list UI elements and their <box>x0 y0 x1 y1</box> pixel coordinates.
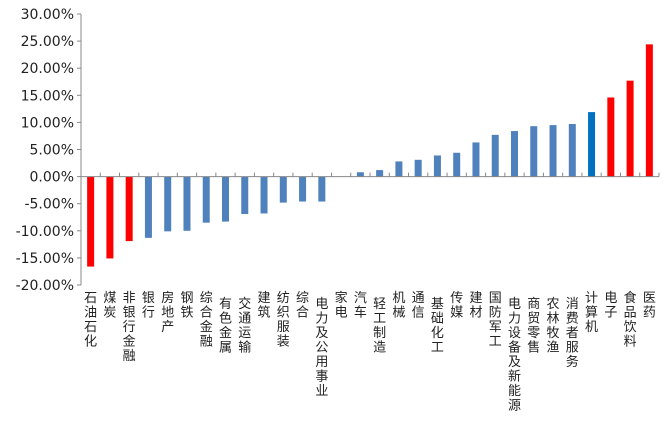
x-tick-label: 家电 <box>335 290 348 321</box>
x-tick-label: 建筑 <box>258 291 271 321</box>
bar <box>607 97 615 177</box>
bar <box>202 176 210 223</box>
bar <box>511 131 518 177</box>
bar <box>568 124 576 177</box>
zero-line <box>80 172 660 178</box>
bar <box>453 152 461 177</box>
x-tick-label: 交通运输 <box>238 296 251 356</box>
bar <box>106 176 114 259</box>
x-tick-label: 商贸零售 <box>527 297 540 356</box>
bars <box>87 44 653 267</box>
y-tick-label: -10.00% <box>16 224 74 240</box>
bar <box>395 161 403 177</box>
y-tick-label: 0.00% <box>30 170 74 186</box>
bar <box>588 112 596 177</box>
bar <box>530 126 538 177</box>
y-tick-label: 15.00% <box>21 88 74 104</box>
bar <box>356 172 364 177</box>
x-tick-label: 电力及公用事业 <box>315 297 328 399</box>
bar <box>491 134 499 177</box>
x-tick-label: 石油石化 <box>84 291 97 350</box>
y-tick-label: 25.00% <box>21 34 74 50</box>
x-tick-label: 综合 <box>296 291 309 321</box>
x-tick-label: 国防军工 <box>489 291 502 350</box>
bar <box>626 80 634 177</box>
bar <box>472 142 480 177</box>
x-tick-label: 通信 <box>412 291 425 321</box>
x-tick-label: 非银行金融 <box>123 291 136 364</box>
x-tick-label: 消费者服务 <box>566 297 579 370</box>
bar <box>376 170 384 177</box>
x-tick-label: 房地产 <box>161 290 174 335</box>
bar <box>279 176 287 203</box>
x-tick-label: 基础化工 <box>431 297 444 356</box>
bar <box>549 125 557 177</box>
x-tick-label: 钢铁 <box>180 291 193 321</box>
x-tick-label: 食品饮料 <box>624 290 637 350</box>
bar <box>318 176 326 202</box>
x-tick-label: 医药 <box>643 291 656 321</box>
y-tick-label: 5.00% <box>30 143 74 159</box>
y-axis: -20.00% -15.00% -10.00% -5.00% 0.00% 5.00% 10.… <box>16 7 82 294</box>
x-tick-label: 轻工制造 <box>373 297 386 356</box>
bar <box>87 176 95 267</box>
x-axis-labels: 石油石化煤炭非银行金融银行房地产钢铁综合金融有色金属交通运输建筑纺织服装综合电力… <box>84 290 656 414</box>
bar <box>645 44 653 177</box>
y-tick-label: -15.00% <box>16 251 74 267</box>
bar <box>241 176 249 214</box>
y-tick-label: -20.00% <box>16 278 74 294</box>
y-tick-label: -5.00% <box>24 197 74 213</box>
bar <box>414 159 422 177</box>
bar <box>222 176 229 222</box>
bar <box>144 176 152 238</box>
bar <box>164 176 172 232</box>
bar <box>125 176 133 242</box>
x-tick-label: 银行 <box>142 291 155 321</box>
x-tick-label: 建材 <box>469 291 482 321</box>
x-tick-label: 煤炭 <box>103 291 116 321</box>
x-tick-label: 综合金融 <box>200 291 213 350</box>
bar <box>183 176 191 231</box>
x-tick-label: 计算机 <box>585 291 598 335</box>
y-tick-label: 10.00% <box>21 115 74 131</box>
x-tick-label: 传媒 <box>450 291 463 321</box>
bar <box>433 155 441 177</box>
bar <box>299 176 307 202</box>
x-tick-label: 纺织服装 <box>277 291 290 350</box>
x-tick-label: 电子 <box>604 291 617 321</box>
x-tick-label: 汽车 <box>354 291 367 321</box>
x-tick-label: 有色金属 <box>219 297 232 356</box>
x-tick-label: 农林牧渔 <box>547 297 560 356</box>
y-tick-label: 20.00% <box>21 61 74 77</box>
bar <box>260 176 268 214</box>
y-tick-label: 30.00% <box>21 7 74 23</box>
x-tick-label: 机械 <box>392 291 405 321</box>
x-tick-label: 电力设备及新能源 <box>508 297 521 414</box>
